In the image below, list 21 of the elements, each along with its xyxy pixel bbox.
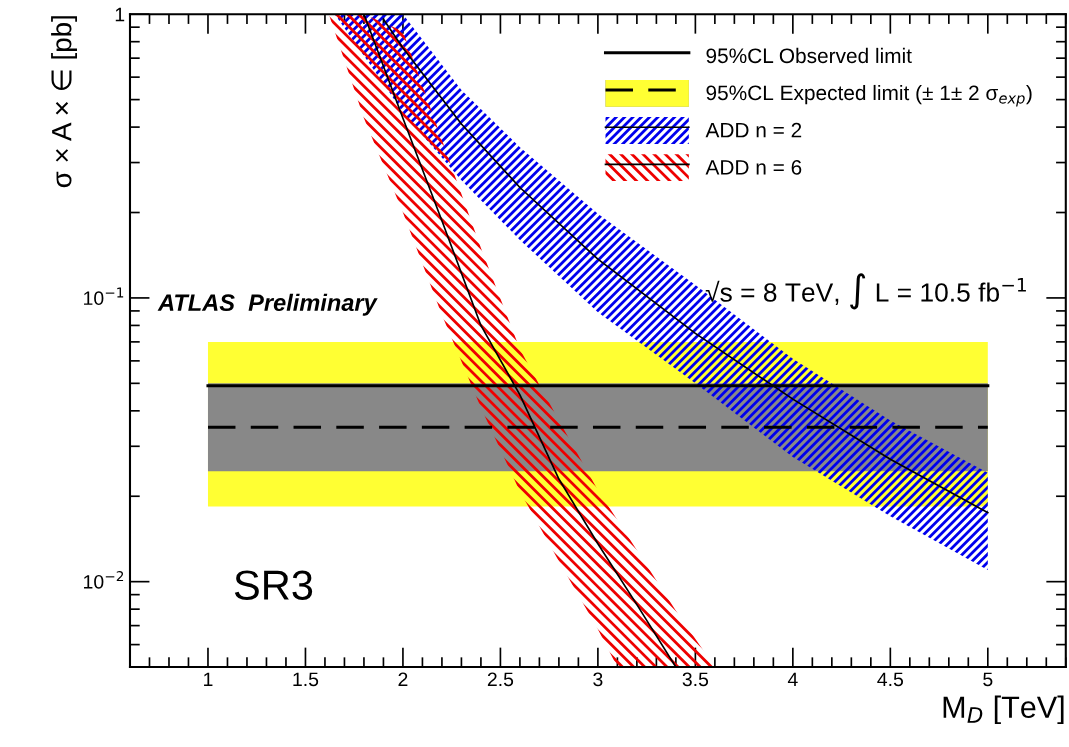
- x-tick-label: 3.5: [682, 672, 709, 687]
- x-tick-label: 2: [398, 672, 408, 687]
- x-tick-label: 2.5: [487, 672, 514, 687]
- legend-label: 95%CL Expected limit (± 1± 2 σ$_{exp}$): [706, 84, 1032, 107]
- x-tick-label: 4.5: [877, 672, 904, 687]
- y-tick-label: 10$^{−1}$: [84, 287, 124, 306]
- x-axis-title: M$_{D}$ [TeV]: [943, 695, 1064, 725]
- y-tick-label: 10$^{−2}$: [84, 571, 124, 589]
- annotation: SR3: [234, 570, 313, 600]
- x-tick-label: 5: [983, 672, 993, 687]
- legend-label: ADD n = 2: [705, 122, 802, 138]
- x-tick-label: 4: [787, 672, 798, 687]
- y-tick-label: 1: [115, 7, 125, 22]
- x-tick-label: 1: [204, 672, 213, 687]
- legend-label: 95%CL Observed limit: [706, 47, 912, 64]
- y-axis-title: σ × A × ∈ [pb]: [51, 16, 77, 188]
- x-tick-label: 3: [593, 672, 603, 687]
- annotation: √s = 8 TeV, ∫ L = 10.5 fb$^{−1}$: [705, 273, 1026, 310]
- annotation: ATLAS Preliminary: [157, 293, 378, 316]
- legend-label: ADD n = 6: [705, 159, 802, 175]
- x-tick-label: 1.5: [293, 672, 319, 687]
